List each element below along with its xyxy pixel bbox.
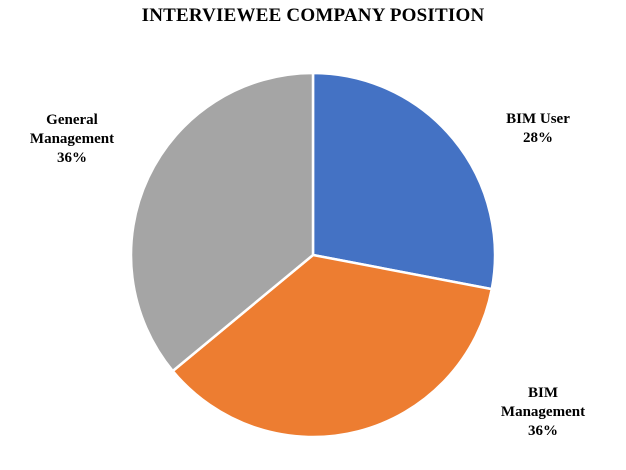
slice-label-line: BIM User (506, 111, 570, 127)
slice-label-bim-user: BIM User 28% (506, 110, 570, 148)
slice-label-line: Management (500, 404, 586, 420)
slice-label-line: BIM (528, 385, 558, 401)
slice-label-line: Management (29, 131, 115, 147)
pie-slice-bim-management (171, 253, 494, 439)
slice-percent-label: 36% (57, 150, 87, 166)
slice-label-line: General (46, 112, 98, 128)
slice-percent-label: 28% (523, 130, 553, 146)
pie-slice-bim-user (311, 71, 497, 291)
pie-slice-general-management (129, 71, 315, 373)
chart-title: INTERVIEWEE COMPANY POSITION (141, 5, 485, 26)
slice-percent-label: 36% (528, 423, 558, 439)
slice-label-bim-management: BIM Management 36% (501, 384, 585, 441)
slice-label-general-management: General Management 36% (30, 111, 114, 168)
